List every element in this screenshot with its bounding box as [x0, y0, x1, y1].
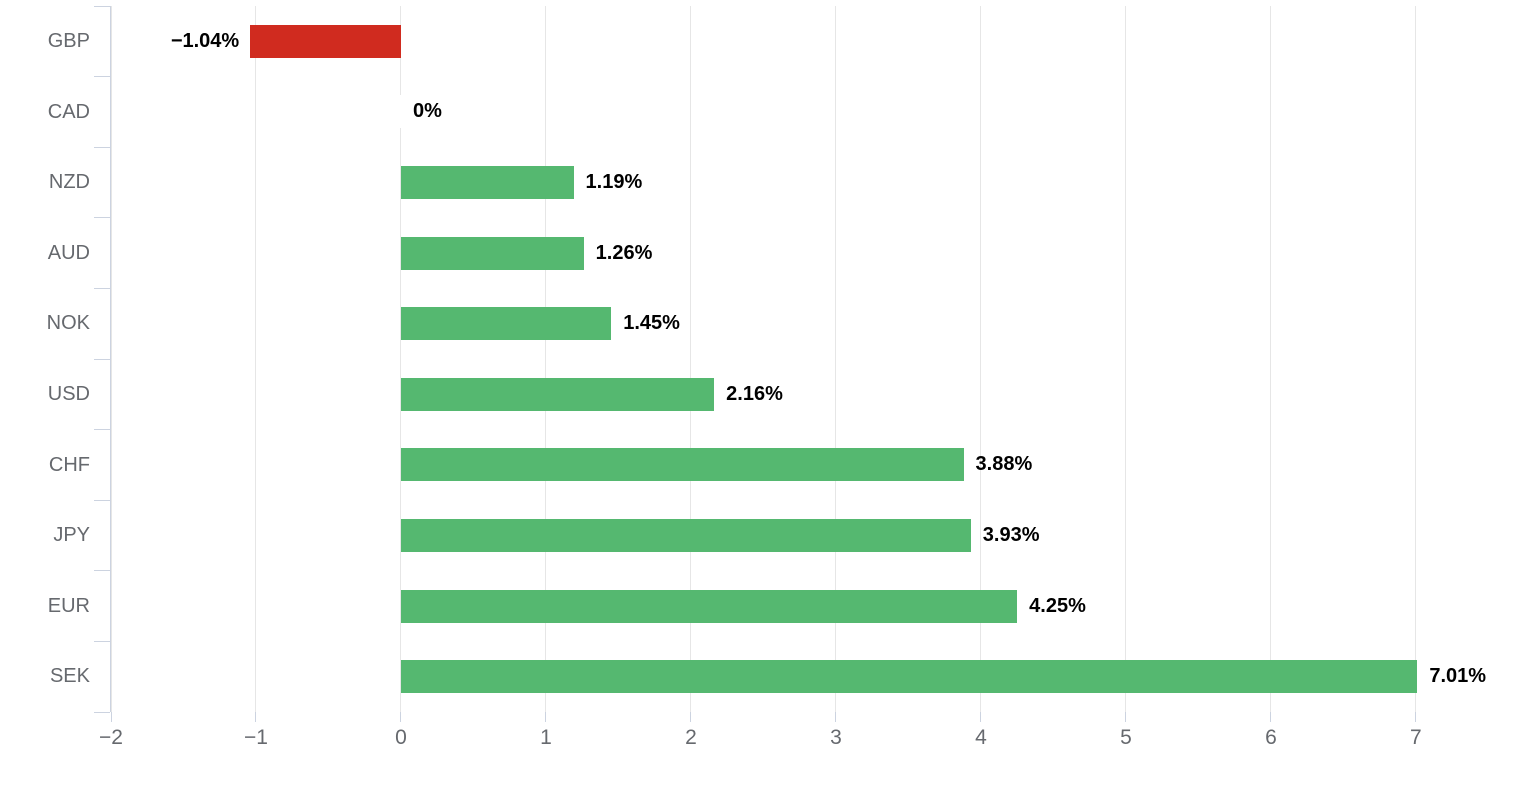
category-label-nzd: NZD — [48, 171, 90, 194]
bar-chf[interactable] — [400, 448, 964, 482]
y-axis-tick — [94, 358, 110, 360]
category-label-chf: CHF — [48, 453, 90, 476]
value-label-sek: 7.01% — [1429, 665, 1487, 688]
bar-cad[interactable] — [399, 95, 403, 129]
x-axis-tick-label: −1 — [244, 726, 268, 749]
value-label-chf: 3.88% — [975, 453, 1033, 476]
gridline — [980, 6, 982, 712]
x-axis-tick — [1270, 712, 1272, 722]
category-label-aud: AUD — [47, 241, 90, 264]
y-axis-tick — [94, 570, 110, 572]
bar-usd[interactable] — [400, 377, 715, 411]
category-label-sek: SEK — [49, 665, 90, 688]
y-axis-tick — [94, 711, 110, 713]
x-axis-tick-label: 6 — [1265, 726, 1277, 749]
x-axis-tick-label: 2 — [685, 726, 697, 749]
category-label-gbp: GBP — [47, 30, 90, 52]
value-label-gbp: −1.04% — [170, 29, 240, 52]
category-label-eur: EUR — [47, 594, 90, 617]
gridline — [255, 6, 257, 712]
gridline — [1415, 6, 1417, 712]
x-axis-tick-label: 0 — [395, 726, 407, 749]
x-axis-tick — [110, 712, 112, 722]
x-axis-tick — [1415, 712, 1417, 722]
bar-gbp[interactable] — [250, 24, 401, 58]
y-axis-tick — [94, 146, 110, 148]
gridline — [690, 6, 692, 712]
x-axis-tick-label: 1 — [540, 726, 552, 749]
category-label-nok: NOK — [46, 312, 90, 335]
bar-eur[interactable] — [400, 589, 1018, 623]
bar-nok[interactable] — [400, 307, 612, 341]
value-label-nok: 1.45% — [623, 312, 680, 335]
bar-aud[interactable] — [400, 236, 584, 270]
gridline — [835, 6, 837, 712]
x-axis-tick — [980, 712, 982, 722]
value-label-eur: 4.25% — [1029, 594, 1086, 617]
x-axis-tick — [1125, 712, 1127, 722]
x-axis-tick-label: 5 — [1120, 726, 1132, 749]
x-axis-tick — [690, 712, 692, 722]
x-axis-tick-label: 4 — [975, 726, 987, 749]
value-label-cad: 0% — [412, 100, 442, 123]
bar-sek[interactable] — [400, 660, 1418, 694]
x-axis-tick — [400, 712, 402, 722]
y-axis-tick — [94, 76, 110, 78]
x-axis-tick-label: 7 — [1410, 726, 1422, 749]
y-axis-line — [110, 6, 111, 712]
y-axis-tick — [94, 429, 110, 431]
x-axis-tick-label: −2 — [99, 726, 123, 749]
value-label-nzd: 1.19% — [585, 171, 643, 193]
x-axis-tick-label: 3 — [830, 726, 842, 749]
gridline — [1125, 6, 1127, 712]
value-label-aud: 1.26% — [595, 241, 653, 264]
y-axis-tick — [94, 5, 110, 7]
gridline — [110, 6, 112, 712]
category-label-jpy: JPY — [53, 524, 90, 547]
value-label-usd: 2.16% — [726, 382, 783, 405]
gridline — [400, 6, 402, 712]
gridline — [545, 6, 547, 712]
value-label-jpy: 3.93% — [982, 524, 1040, 546]
y-axis-tick — [94, 640, 110, 642]
x-axis-tick — [835, 712, 837, 722]
y-axis-tick — [94, 499, 110, 501]
gridline — [1270, 6, 1272, 712]
y-axis-tick — [94, 217, 110, 219]
category-label-cad: CAD — [47, 100, 90, 123]
x-axis-tick — [545, 712, 547, 722]
x-axis-tick — [255, 712, 257, 722]
bar-jpy[interactable] — [400, 519, 971, 552]
bar-nzd[interactable] — [400, 166, 574, 199]
category-label-usd: USD — [47, 383, 90, 405]
y-axis-tick — [94, 287, 110, 289]
